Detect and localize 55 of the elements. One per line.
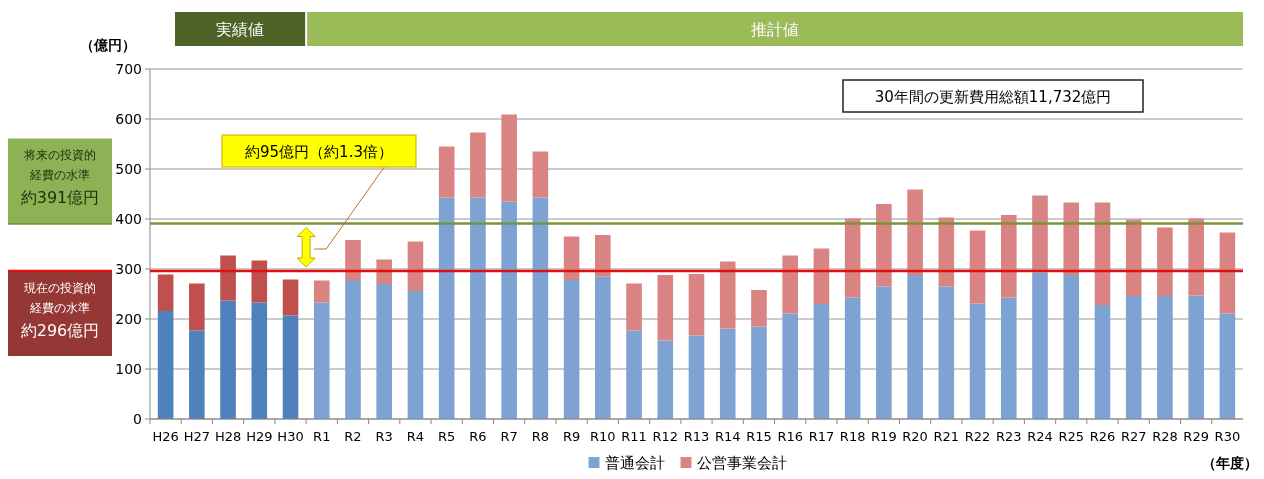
y-tick-label: 200 [115,311,142,327]
x-tick-label: R24 [1027,429,1053,444]
x-tick-label: R1 [313,429,331,444]
annotation: 30年間の更新費用総額11,732億円 [874,88,1112,106]
y-tick-label: 500 [115,161,142,177]
x-tick-label: H30 [277,429,304,444]
x-tick-label: R11 [621,429,647,444]
x-tick-label: R4 [406,429,425,444]
x-tick-label: R25 [1058,429,1085,444]
x-tick-label: R30 [1214,429,1241,444]
x-tick-label: R28 [1152,429,1178,444]
x-tick-label: R2 [344,429,362,444]
x-tick-label: R21 [933,429,960,444]
text: 推計値 [751,20,800,39]
x-tick-label: R17 [808,429,835,444]
x-tick-label: R22 [964,429,991,444]
text: 現在の投資的経費の水準 [24,281,96,315]
x-tick-label: R26 [1089,429,1116,444]
x-tick-label: R15 [746,429,772,444]
x-tick-label: R9 [562,429,581,444]
x-tick-label: R18 [839,429,866,444]
legend-label: 公営事業会計 [696,454,787,472]
x-tick-label: H29 [246,429,273,444]
y-tick-label: 700 [115,61,142,77]
y-tick-label: 0 [133,411,142,427]
x-tick-label: R7 [500,429,518,444]
x-tick-label: R14 [714,429,741,444]
y-axis-title: （億円） [80,37,136,53]
x-tick-label: R19 [871,429,897,444]
x-tick-label: R16 [777,429,803,444]
x-tick-label: R5 [438,429,456,444]
x-tick-label: R3 [375,429,393,444]
x-tick-label: R10 [590,429,616,444]
x-tick-label: R8 [531,429,550,444]
annotation: 約95億円（約1.3倍） [245,143,393,161]
x-tick-label: H27 [183,429,211,444]
x-tick-label: R27 [1120,429,1147,444]
y-tick-label: 300 [115,261,142,277]
x-tick-label: R13 [683,429,710,444]
x-tick-label: R6 [469,429,487,444]
x-tick-label: R12 [652,429,679,444]
x-tick-label: R29 [1183,429,1209,444]
y-tick-label: 400 [115,211,142,227]
y-tick-label: 600 [115,111,142,127]
x-tick-label: R20 [902,429,928,444]
legend-label: 普通会計 [604,454,665,472]
x-tick-label: H28 [214,429,242,444]
text: 将来の投資的経費の水準 [23,147,96,182]
x-tick-label: R23 [996,429,1022,444]
x-axis-title: （年度） [1202,455,1258,471]
y-tick-label: 100 [115,361,142,377]
x-tick-label: H26 [152,429,179,444]
text: 約296億円 [20,321,100,340]
text: 約391億円 [20,187,100,207]
text: 実績値 [216,20,265,39]
